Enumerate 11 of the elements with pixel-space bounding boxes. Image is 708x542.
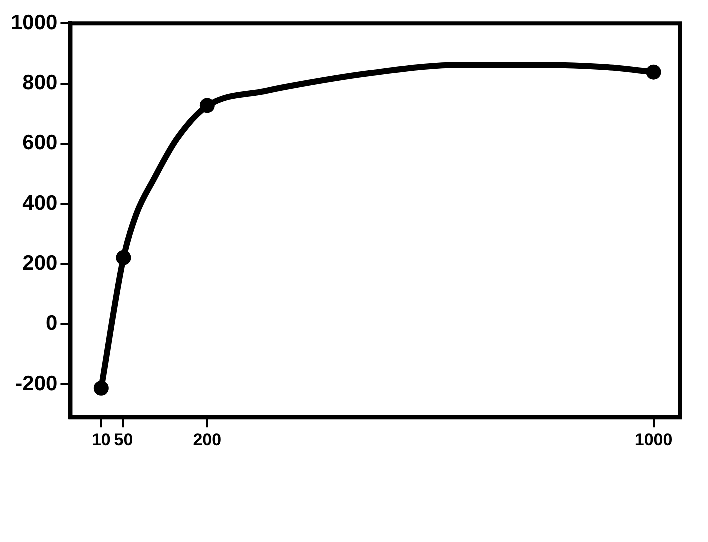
y-tick-label: 800 [22,72,58,95]
x-tick-label: 1000 [634,430,673,450]
y-tick-label: -200 [16,372,58,396]
x-tick-label: 10 [92,430,111,450]
y-tick-label: 600 [22,132,58,155]
y-tick-label: 400 [22,192,58,215]
y-tick-label: 200 [22,252,58,276]
x-tick-label: 200 [193,430,222,450]
x-tick-label: 50 [114,430,134,450]
y-tick-label: 0 [46,312,58,336]
y-tick-label: 1000 [11,11,58,34]
